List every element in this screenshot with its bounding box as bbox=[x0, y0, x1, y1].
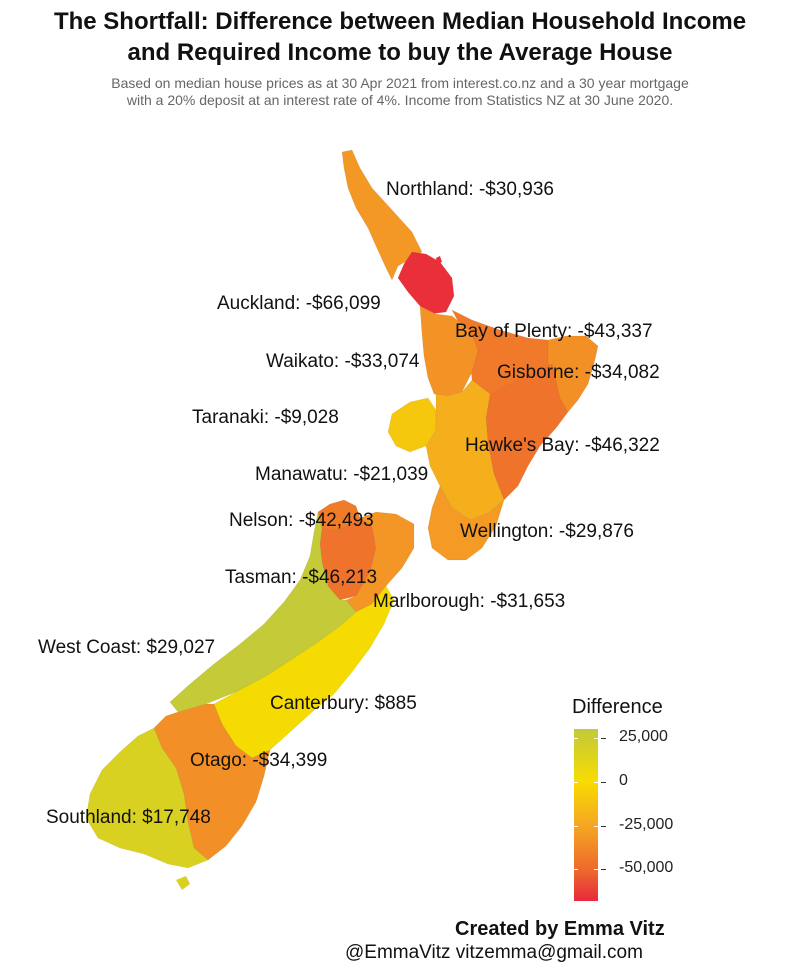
region-northland bbox=[341, 149, 423, 281]
region-label-southland: Southland: $17,748 bbox=[46, 807, 211, 828]
region-label-nelson: Nelson: -$42,493 bbox=[229, 510, 374, 531]
region-label-tasman: Tasman: -$46,213 bbox=[225, 567, 377, 588]
region-label-west-coast: West Coast: $29,027 bbox=[38, 637, 215, 658]
legend-tick-label: -50,000 bbox=[619, 859, 674, 877]
legend-tick-label: 0 bbox=[619, 771, 628, 789]
map-subtitle: Based on median house prices as at 30 Ap… bbox=[0, 75, 800, 109]
island-shape bbox=[436, 256, 442, 264]
region-label-taranaki: Taranaki: -$9,028 bbox=[192, 407, 339, 428]
credit-line: Created by Emma Vitz bbox=[455, 918, 665, 940]
region-label-auckland: Auckland: -$66,099 bbox=[217, 293, 381, 314]
legend-tick-line bbox=[574, 737, 578, 739]
legend-tick-line bbox=[594, 781, 598, 783]
region-label-northland: Northland: -$30,936 bbox=[386, 179, 554, 200]
legend-tick-mark bbox=[601, 869, 606, 871]
region-southland bbox=[85, 727, 209, 869]
legend-tick-mark bbox=[601, 825, 606, 827]
legend-tick-mark bbox=[601, 737, 606, 739]
legend-tick-line bbox=[594, 869, 598, 871]
legend-tick-line bbox=[594, 825, 598, 827]
contact-line: @EmmaVitz vitzemma@gmail.com bbox=[345, 942, 643, 963]
subtitle-line-2: with a 20% deposit at an interest rate o… bbox=[126, 92, 674, 108]
title-line-1: The Shortfall: Difference between Median… bbox=[53, 8, 747, 35]
legend-tick-label: 25,000 bbox=[619, 727, 668, 745]
legend-tick-line bbox=[574, 825, 578, 827]
region-label-manawatu: Manawatu: -$21,039 bbox=[255, 464, 428, 485]
map-title: The Shortfall: Difference between Median… bbox=[0, 6, 800, 68]
legend-tick-line bbox=[594, 737, 598, 739]
region-label-waikato: Waikato: -$33,074 bbox=[266, 351, 420, 372]
region-label-gisborne: Gisborne: -$34,082 bbox=[497, 362, 660, 383]
legend-tick-line bbox=[574, 869, 578, 871]
region-label-hawke-s-bay: Hawke's Bay: -$46,322 bbox=[465, 435, 660, 456]
region-label-canterbury: Canterbury: $885 bbox=[270, 693, 417, 714]
region-auckland bbox=[397, 251, 455, 315]
title-line-2: and Required Income to buy the Average H… bbox=[127, 39, 673, 66]
legend-color-bar bbox=[574, 729, 598, 901]
legend-title: Difference bbox=[572, 696, 663, 718]
subtitle-line-1: Based on median house prices as at 30 Ap… bbox=[111, 75, 689, 91]
region-label-bay-of-plenty: Bay of Plenty: -$43,337 bbox=[455, 321, 653, 342]
region-label-marlborough: Marlborough: -$31,653 bbox=[373, 591, 565, 612]
island-shape bbox=[176, 876, 190, 890]
region-wellington bbox=[427, 485, 505, 561]
region-label-wellington: Wellington: -$29,876 bbox=[460, 521, 634, 542]
legend-tick-line bbox=[574, 781, 578, 783]
region-label-otago: Otago: -$34,399 bbox=[190, 750, 327, 771]
legend-tick-mark bbox=[601, 781, 606, 783]
legend-tick-label: -25,000 bbox=[619, 815, 674, 833]
